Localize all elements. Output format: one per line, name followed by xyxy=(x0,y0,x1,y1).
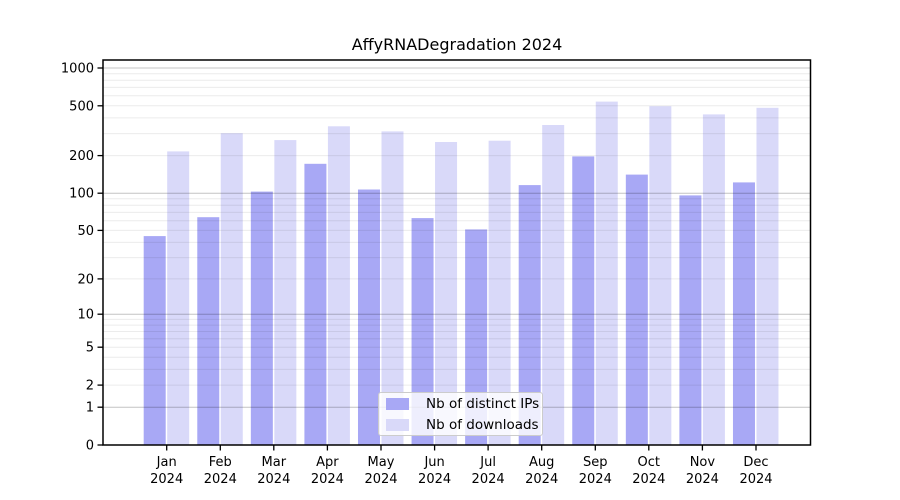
legend-label-downloads: Nb of downloads xyxy=(426,416,539,433)
x-tick-label-year: 2024 xyxy=(204,472,237,487)
bar xyxy=(649,106,672,445)
bar xyxy=(220,133,243,445)
bar xyxy=(143,236,166,445)
bar xyxy=(357,189,380,445)
y-tick-label: 0 xyxy=(86,439,94,454)
x-tick-label-month: Jan xyxy=(156,455,177,470)
y-tick-label: 100 xyxy=(69,187,94,202)
bar xyxy=(304,163,327,446)
bar xyxy=(274,140,297,445)
bar xyxy=(327,126,350,446)
y-tick-label: 5 xyxy=(86,341,94,356)
x-tick-label-year: 2024 xyxy=(257,472,290,487)
y-tick-label: 200 xyxy=(69,149,94,164)
x-tick-label-year: 2024 xyxy=(364,472,397,487)
bar xyxy=(465,229,488,445)
x-tick-label-year: 2024 xyxy=(472,472,505,487)
bar xyxy=(625,174,648,445)
bar xyxy=(381,131,404,445)
legend-swatch-distinct-ips xyxy=(386,397,409,410)
x-tick-label-month: Aug xyxy=(529,455,554,470)
x-tick-label-month: Dec xyxy=(743,455,768,470)
y-tick-label: 500 xyxy=(69,99,94,114)
y-tick-label: 50 xyxy=(77,224,94,239)
bar xyxy=(250,191,273,445)
bar xyxy=(572,156,595,445)
bar xyxy=(518,185,541,445)
bar xyxy=(542,125,565,445)
x-tick-label-month: Sep xyxy=(583,455,608,470)
bar xyxy=(595,101,618,445)
x-tick-label-year: 2024 xyxy=(739,472,772,487)
legend-label-distinct-ips: Nb of distinct IPs xyxy=(426,395,540,412)
bar xyxy=(702,114,725,446)
x-tick-label-month: Oct xyxy=(638,455,660,470)
x-tick-label-month: Jun xyxy=(423,455,444,470)
x-tick-label-year: 2024 xyxy=(632,472,665,487)
x-tick-label-year: 2024 xyxy=(311,472,344,487)
bar xyxy=(167,151,190,445)
y-tick-label: 10 xyxy=(77,308,94,323)
plot-frame xyxy=(102,59,812,446)
y-tick-label: 1000 xyxy=(61,62,94,77)
x-tick-label-month: Mar xyxy=(262,455,287,470)
legend-item-distinct-ips: Nb of distinct IPs xyxy=(379,395,542,413)
x-tick-label-year: 2024 xyxy=(150,472,183,487)
y-tick-label: 20 xyxy=(77,272,94,287)
x-tick-label-year: 2024 xyxy=(579,472,612,487)
bar xyxy=(756,107,779,446)
chart-title: AffyRNADegradation 2024 xyxy=(351,35,563,54)
x-tick-label-month: Jul xyxy=(479,455,496,470)
x-tick-label-month: Apr xyxy=(316,455,339,470)
legend: Nb of distinct IPs Nb of downloads xyxy=(378,392,543,436)
legend-item-downloads: Nb of downloads xyxy=(379,416,542,434)
y-tick-label: 2 xyxy=(86,379,94,394)
x-tick-label-year: 2024 xyxy=(686,472,719,487)
x-tick-label-year: 2024 xyxy=(418,472,451,487)
y-tick-label: 1 xyxy=(86,401,94,416)
x-tick-label-month: Feb xyxy=(209,455,232,470)
x-tick-label-month: Nov xyxy=(690,455,716,470)
legend-swatch-downloads xyxy=(386,418,409,431)
x-tick-label-month: May xyxy=(368,455,395,470)
x-tick-label-year: 2024 xyxy=(525,472,558,487)
